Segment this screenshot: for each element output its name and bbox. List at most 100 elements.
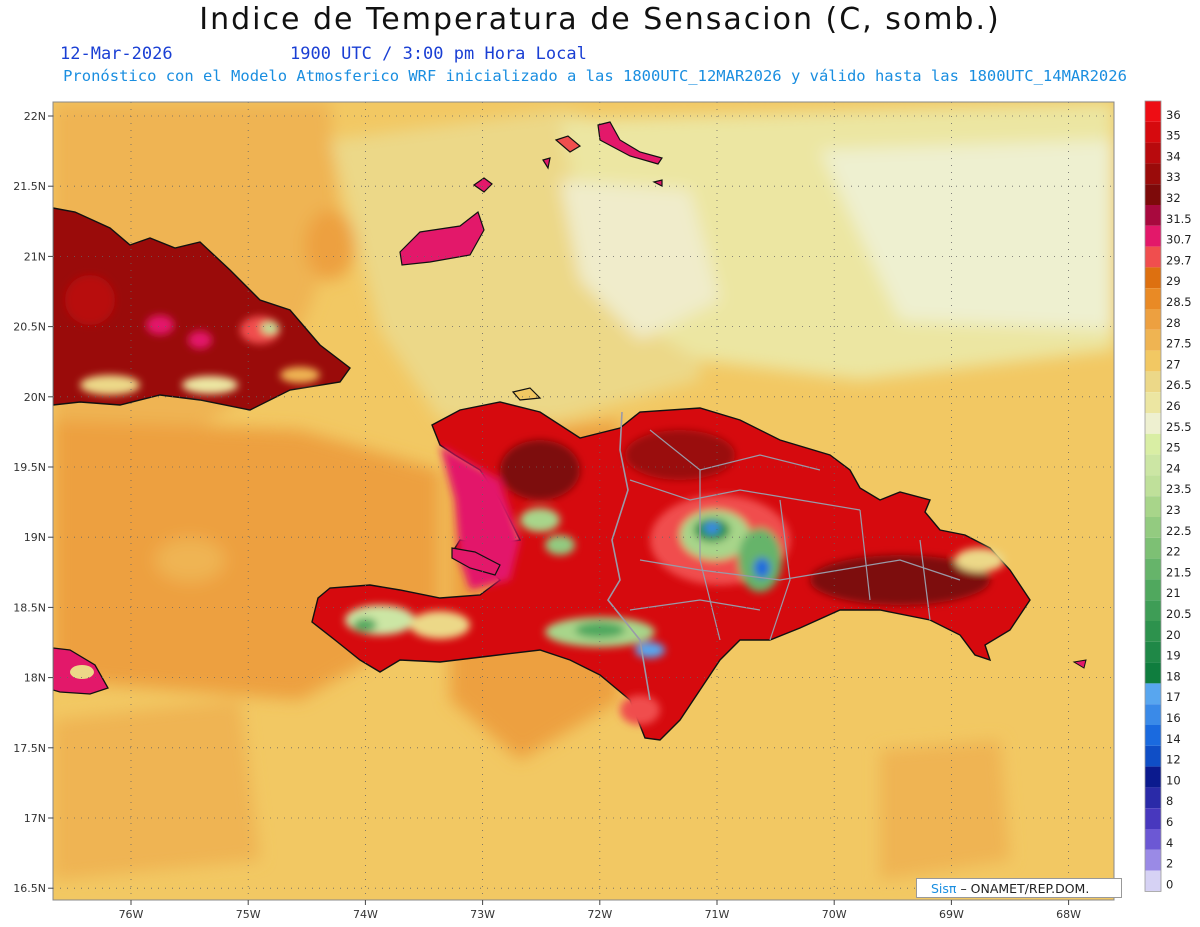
legend-label: 30.7 xyxy=(1166,233,1192,247)
legend-label: 29 xyxy=(1166,274,1181,288)
legend-label: 36 xyxy=(1166,108,1181,122)
plot-frame xyxy=(52,101,1115,901)
legend-label: 12 xyxy=(1166,753,1181,767)
legend-label: 25 xyxy=(1166,441,1181,455)
lat-tick-label: 18.5N xyxy=(13,601,46,614)
legend-swatch xyxy=(1145,829,1161,850)
lon-tick-label: 74W xyxy=(353,908,378,921)
legend-swatch xyxy=(1145,433,1161,455)
legend-swatch xyxy=(1145,267,1161,289)
legend-label: 2 xyxy=(1166,857,1173,871)
legend-label: 4 xyxy=(1166,836,1173,850)
legend-swatch xyxy=(1145,662,1161,684)
lat-tick-label: 18N xyxy=(24,672,46,685)
map-title: Indice de Temperatura de Sensacion (C, s… xyxy=(199,2,1001,37)
legend-swatch xyxy=(1145,849,1161,871)
legend-swatch xyxy=(1145,475,1161,497)
northern-islands xyxy=(399,121,663,401)
legend-label: 20 xyxy=(1166,628,1181,642)
lat-tick-label: 19N xyxy=(24,531,46,544)
legend-swatch xyxy=(1145,621,1161,642)
lat-tick-label: 19.5N xyxy=(13,461,46,474)
legend-swatch xyxy=(1145,766,1161,788)
legend-swatch xyxy=(1145,496,1161,517)
legend-label: 19 xyxy=(1166,649,1181,663)
legend-label: 16 xyxy=(1166,711,1181,725)
legend-swatch xyxy=(1145,725,1161,746)
legend-swatch xyxy=(1145,392,1161,413)
forecast-date: 12-Mar-2026 xyxy=(60,44,173,64)
legend-swatch xyxy=(1145,745,1161,767)
legend-swatch xyxy=(1145,163,1161,185)
legend-label: 26 xyxy=(1166,399,1181,413)
legend-swatch xyxy=(1145,309,1161,330)
small-island xyxy=(1072,659,1087,669)
legend-label: 26.5 xyxy=(1166,378,1192,392)
legend-label: 22 xyxy=(1166,545,1181,559)
lat-tick-label: 20.5N xyxy=(13,321,46,334)
legend-label: 28.5 xyxy=(1166,295,1192,309)
legend-swatch xyxy=(1145,454,1161,476)
lon-tick-label: 75W xyxy=(236,908,261,921)
lon-tick-label: 69W xyxy=(939,908,964,921)
longitude-axis: 76W 75W 74W 73W 72W 71W 70W 69W 68W xyxy=(119,900,1081,921)
legend-swatch xyxy=(1145,704,1161,725)
legend-label: 29.7 xyxy=(1166,253,1192,267)
legend-label: 33 xyxy=(1166,170,1181,184)
legend-swatch xyxy=(1145,787,1161,809)
credit-box: Sisπ – ONAMET/REP.DOM. xyxy=(916,878,1122,898)
lon-tick-label: 70W xyxy=(822,908,847,921)
ocean-temperature-field xyxy=(53,102,1114,880)
legend-swatch xyxy=(1145,205,1161,226)
legend-label: 14 xyxy=(1166,732,1181,746)
legend-swatch xyxy=(1145,225,1161,247)
legend-swatch xyxy=(1145,600,1161,621)
model-info: Pronóstico con el Modelo Atmosferico WRF… xyxy=(63,67,1127,85)
legend-label: 34 xyxy=(1166,149,1181,163)
legend-label: 23.5 xyxy=(1166,482,1192,496)
heat-index-map: 22N 21.5N 21N 20.5N 20N 19.5N 19N 18.5N 18N 17.5N… xyxy=(13,100,1192,921)
legend-swatch xyxy=(1145,641,1161,663)
legend-label: 23 xyxy=(1166,503,1181,517)
lat-tick-label: 17.5N xyxy=(13,742,46,755)
latitude-axis: 22N 21.5N 21N 20.5N 20N 19.5N 19N 18.5N 18N 17.5N… xyxy=(13,110,53,895)
legend-label: 32 xyxy=(1166,191,1181,205)
legend-swatch xyxy=(1145,579,1161,601)
legend-swatch xyxy=(1145,121,1161,143)
lon-tick-label: 72W xyxy=(587,908,612,921)
legend-label: 22.5 xyxy=(1166,524,1192,538)
color-legend: 363534333231.530.729.72928.52827.52726.5… xyxy=(1144,100,1192,892)
forecast-hour: 1900 UTC / 3:00 pm Hora Local xyxy=(290,44,587,64)
lat-tick-label: 16.5N xyxy=(13,882,46,895)
legend-label: 24 xyxy=(1166,461,1181,475)
legend-label: 0 xyxy=(1166,877,1173,891)
hispaniola-landmass xyxy=(311,401,1031,741)
legend-label: 31.5 xyxy=(1166,212,1192,226)
legend-label: 18 xyxy=(1166,669,1181,683)
legend-swatch xyxy=(1145,683,1161,705)
legend-label: 6 xyxy=(1166,815,1173,829)
lat-tick-label: 20N xyxy=(24,391,46,404)
lon-tick-label: 71W xyxy=(705,908,730,921)
legend-swatch xyxy=(1145,371,1161,393)
legend-label: 25.5 xyxy=(1166,420,1192,434)
legend-label: 27 xyxy=(1166,357,1181,371)
credit-text: – ONAMET/REP.DOM. xyxy=(960,881,1090,896)
lat-tick-label: 22N xyxy=(24,110,46,123)
legend-swatch xyxy=(1145,413,1161,434)
legend-swatch xyxy=(1145,329,1161,351)
legend-label: 28 xyxy=(1166,316,1181,330)
legend-frame xyxy=(1144,100,1162,892)
lat-tick-label: 21.5N xyxy=(13,180,46,193)
legend-swatch xyxy=(1145,808,1161,829)
gonave-island xyxy=(451,547,501,576)
legend-label: 21 xyxy=(1166,586,1181,600)
legend-label: 10 xyxy=(1166,773,1181,787)
legend-swatch xyxy=(1145,142,1161,164)
cuba-landmass xyxy=(53,207,351,411)
legend-swatch xyxy=(1145,517,1161,538)
jamaica-cool-spot xyxy=(70,665,94,679)
legend-label: 20.5 xyxy=(1166,607,1192,621)
legend-swatch xyxy=(1145,537,1161,559)
legend-label: 17 xyxy=(1166,690,1181,704)
